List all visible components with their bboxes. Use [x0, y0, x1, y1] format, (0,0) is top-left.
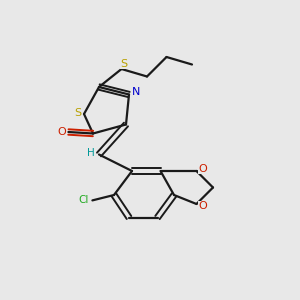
Text: O: O: [199, 164, 208, 174]
Text: N: N: [131, 87, 140, 97]
Text: Cl: Cl: [79, 195, 89, 206]
Text: O: O: [199, 201, 208, 212]
Text: S: S: [74, 108, 81, 118]
Text: H: H: [87, 148, 94, 158]
Text: S: S: [120, 58, 128, 69]
Text: O: O: [57, 127, 66, 137]
